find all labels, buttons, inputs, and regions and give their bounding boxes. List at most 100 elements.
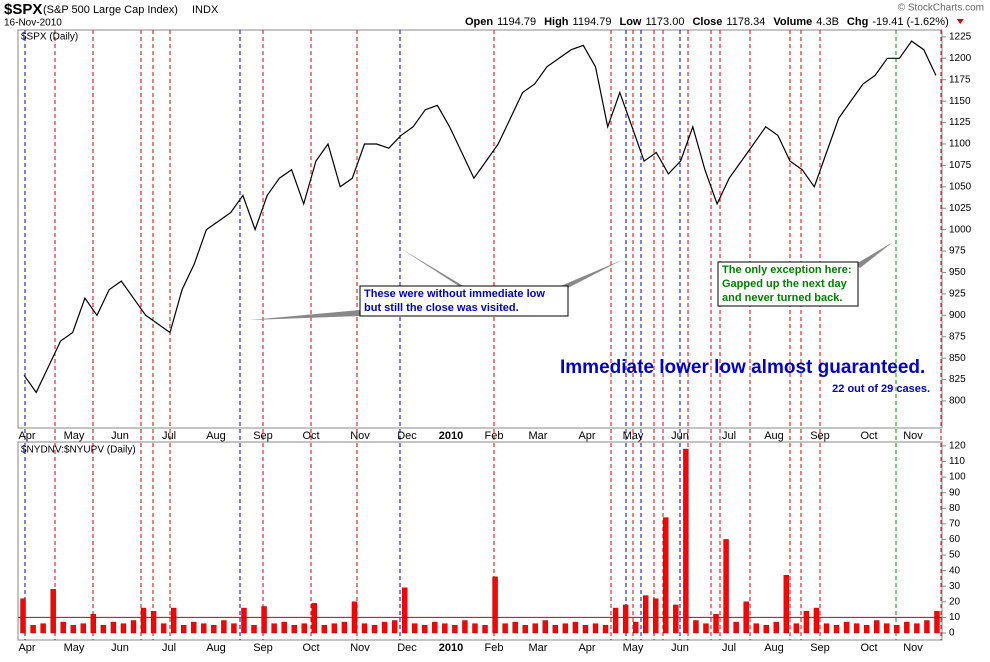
y-tick-label: 1050 [949,181,972,192]
quote-label: Low [619,16,641,28]
x-tick-label: Sep [253,430,273,442]
bar [874,620,880,634]
bar [231,623,237,634]
price-line [23,40,937,394]
bar [40,623,46,634]
note: 22 out of 29 cases. [832,383,930,395]
note: The only exception here: [722,264,852,276]
bar [90,614,97,634]
bar [562,623,569,634]
note: and never turned back. [722,292,842,304]
y-tick-label: 110 [949,456,965,467]
x-tick-label: Sep [253,642,273,654]
bar [813,607,820,634]
bar [150,610,157,634]
bar [391,620,398,634]
bar [432,621,438,634]
bar [181,624,187,634]
bar [653,598,659,634]
y-tick-label: 850 [949,353,966,364]
bar [934,610,940,634]
pointer [400,248,470,290]
down-arrow [956,19,964,24]
quote-label: Open [465,16,493,28]
x-tick-label: Mar [529,430,548,442]
date: 16-Nov-2010 [4,18,62,29]
x-tick-label: May [64,430,85,442]
index-name: (S&P 500 Large Cap Index) [43,4,178,16]
x-tick-label: Jul [162,430,176,442]
bar [291,624,297,634]
bar [693,620,699,634]
y-tick-label: 1100 [949,139,971,150]
x-tick-label: Apr [578,430,595,442]
y-tick-label: 950 [949,267,966,278]
bar [140,607,147,634]
y-tick-label: 120 [949,441,966,452]
pointer [556,260,622,292]
bar [341,621,348,634]
y-tick-label: 1225 [949,31,972,42]
bar [803,610,810,634]
x-tick-label: Oct [860,642,877,654]
headline: Immediate lower low almost guaranteed. [560,357,925,378]
quote-value: 1194.79 [497,16,536,28]
bar [472,623,478,634]
bar [713,614,719,634]
x-tick-label: Jul [162,642,176,654]
ratio-panel [17,441,943,641]
bar [211,624,217,634]
bar [60,621,66,634]
y-tick-label: 1000 [949,224,972,235]
quote-label: Close [692,16,722,28]
bar [843,621,850,634]
x-tick-label: Apr [578,642,595,654]
x-tick-label: Oct [302,642,319,654]
bar [673,604,679,634]
y-tick-label: 80 [949,503,961,514]
bar [201,623,207,634]
x-tick-label: Jun [671,430,689,442]
x-tick-label: Jul [722,430,736,442]
bar [512,621,518,634]
note: Gapped up the next day [722,278,848,290]
y-tick-label: 1075 [949,160,972,171]
x-tick-label: Feb [485,642,504,654]
x-tick-label: Aug [206,642,226,654]
event-lines [24,30,942,640]
bar [311,603,317,634]
bar [80,623,86,634]
note: but still the close was visited. [364,302,519,314]
note: These were without immediate low [364,288,545,300]
bar [904,621,910,634]
note-box [717,261,859,307]
y-tick-label: 30 [949,581,961,592]
bar [552,624,559,634]
bar [502,623,508,634]
bar [50,589,56,634]
bar [612,607,619,634]
x-tick-label: Mar [529,642,548,654]
bar [160,623,167,634]
y-tick-label: 40 [949,565,961,576]
x-tick-label: Aug [764,642,784,654]
x-tick-label: 2010 [439,430,463,442]
x-tick-label: Oct [860,430,877,442]
y-tick-label: 50 [949,550,961,561]
x-tick-label: Aug [206,430,226,442]
bar [853,623,860,634]
x-tick-label: Apr [18,430,35,442]
quote-label: Volume [773,16,812,28]
bar [452,624,458,634]
bar [793,623,800,634]
bar [592,623,599,634]
x-tick-label: Feb [485,430,504,442]
x-tick-label: Sep [810,642,830,654]
bar [924,620,930,634]
x-tick-label: Nov [350,642,370,654]
bar [120,623,127,634]
bar [331,623,338,634]
bar [703,623,709,634]
y-tick-label: 925 [949,289,966,300]
